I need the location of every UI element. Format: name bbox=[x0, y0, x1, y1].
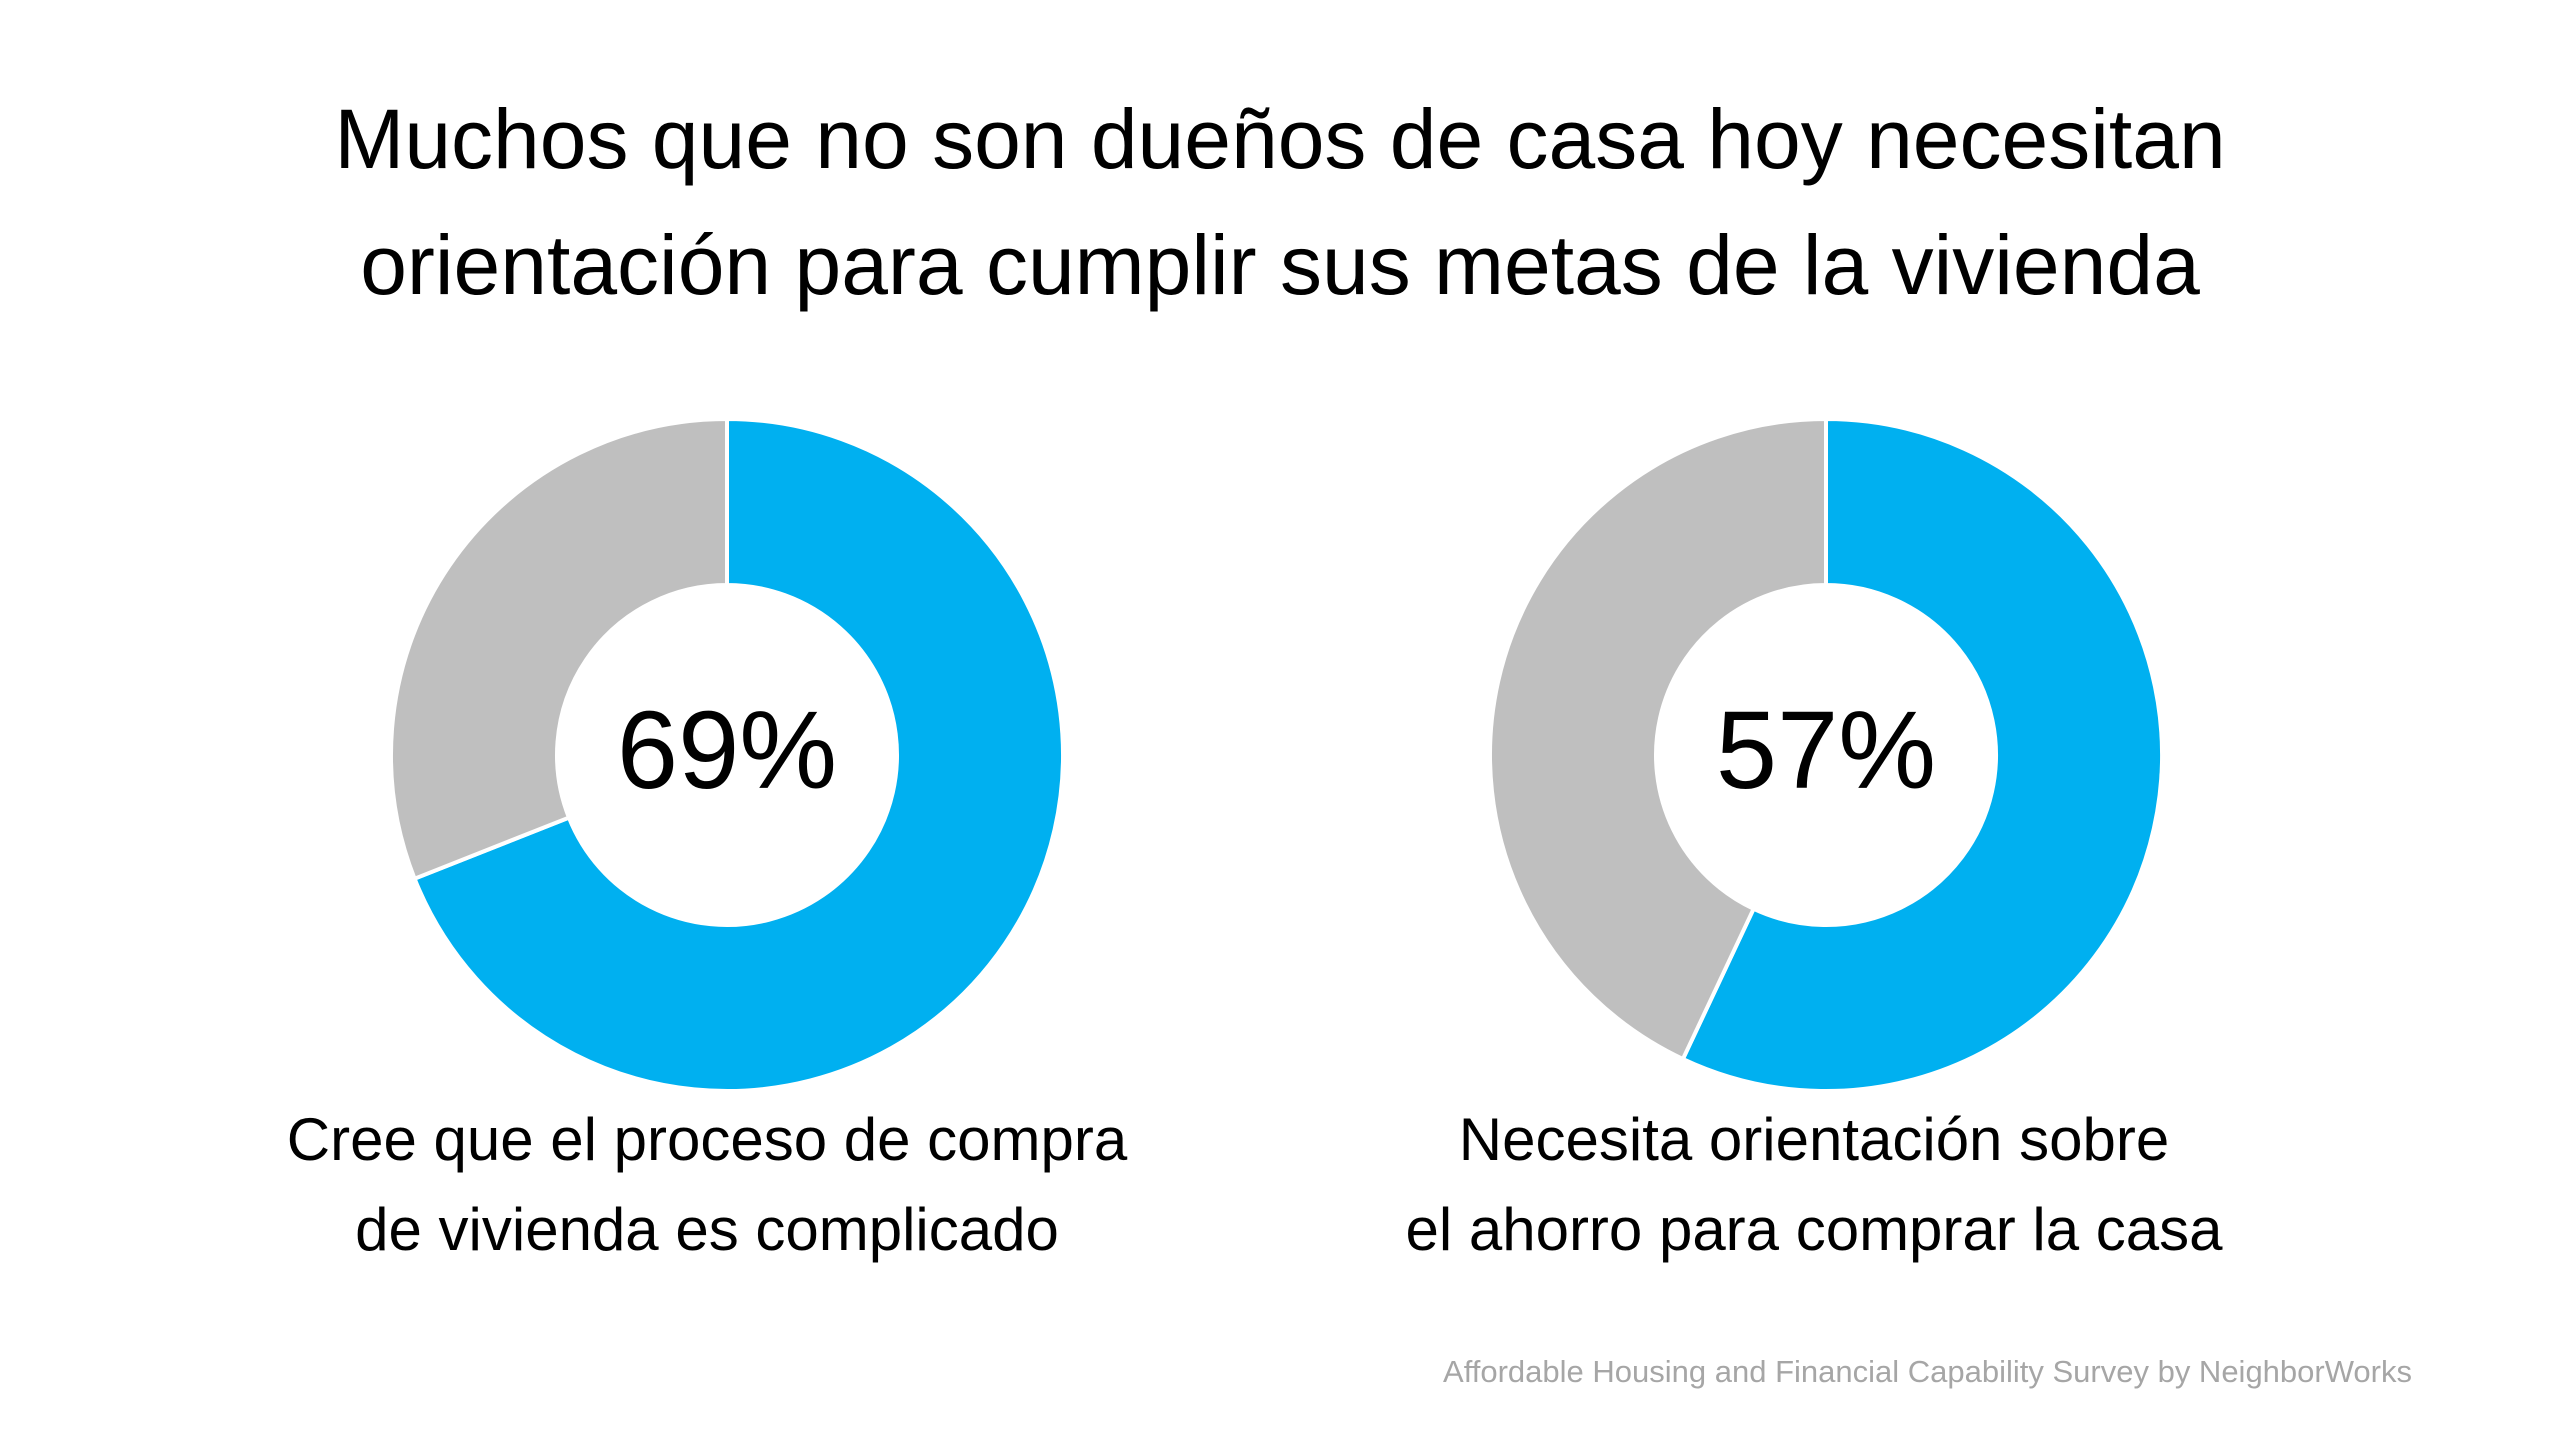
title-line: Muchos que no son dueños de casa hoy nec… bbox=[334, 92, 2225, 186]
caption-line: Cree que el proceso de compra bbox=[287, 1106, 1128, 1173]
donut-slice bbox=[1488, 416, 1828, 1062]
donut-slice bbox=[1680, 416, 2164, 1093]
caption-line: el ahorro para comprar la casa bbox=[1405, 1196, 2223, 1263]
source-note: Affordable Housing and Financial Capabil… bbox=[1443, 1354, 2412, 1389]
title-line: orientación para cumplir sus metas de la… bbox=[360, 218, 2200, 312]
donut-slice bbox=[411, 416, 1065, 1093]
center-label: 57% bbox=[1716, 689, 1936, 812]
center-label: 69% bbox=[617, 689, 837, 812]
donut-slice bbox=[389, 416, 729, 882]
caption-line: Necesita orientación sobre bbox=[1459, 1106, 2169, 1173]
caption-line: de vivienda es complicado bbox=[355, 1196, 1059, 1263]
